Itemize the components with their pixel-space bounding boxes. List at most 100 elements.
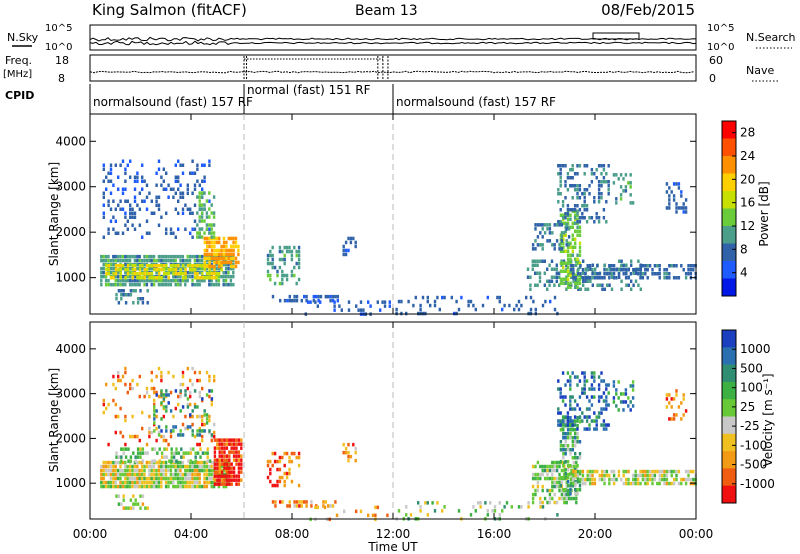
- scatter-cell: [574, 428, 577, 432]
- scatter-cell: [128, 468, 132, 473]
- scatter-cell: [631, 380, 635, 384]
- scatter-cell: [176, 472, 180, 477]
- scatter-cell: [193, 476, 197, 481]
- scatter-cell: [567, 488, 571, 493]
- scatter-cell: [193, 484, 197, 489]
- scatter-cell: [566, 468, 570, 472]
- scatter-cell: [126, 278, 129, 283]
- scatter-cell: [210, 476, 213, 481]
- scatter-cell: [288, 249, 291, 254]
- scatter-cell: [531, 259, 534, 263]
- scatter-cell: [208, 480, 211, 485]
- scatter-cell: [179, 476, 182, 481]
- scatter-cell: [193, 370, 197, 375]
- scatter-cell: [100, 258, 103, 263]
- scatter-cell: [134, 498, 137, 502]
- scatter-cell: [100, 468, 103, 473]
- scatter-cell: [155, 270, 158, 275]
- scatter-cell: [136, 272, 139, 276]
- scatter-cell: [557, 407, 560, 411]
- scatter-cell: [405, 505, 408, 509]
- scatter-cell: [120, 447, 123, 451]
- scatter-cell: [610, 477, 613, 482]
- scatter-cell: [605, 395, 608, 399]
- scatter-cell: [114, 402, 117, 407]
- scatter-cell: [603, 287, 606, 291]
- scatter-cell: [565, 496, 568, 501]
- scatter-cell: [128, 274, 132, 279]
- scatter-cell: [672, 477, 676, 482]
- scatter-cell: [297, 245, 301, 250]
- scatter-cell: [218, 470, 221, 474]
- scatter-cell: [107, 484, 110, 489]
- scatter-cell: [172, 429, 175, 433]
- scatter-cell: [534, 271, 537, 275]
- scatter-cell: [140, 476, 144, 481]
- scatter-cell: [105, 264, 108, 268]
- scatter-cell: [538, 279, 542, 283]
- scatter-cell: [107, 258, 110, 263]
- scatter-cell: [293, 500, 296, 504]
- scatter-cell: [591, 283, 594, 287]
- scatter-cell: [136, 301, 140, 305]
- scatter-cell: [576, 456, 579, 460]
- scatter-cell: [144, 451, 147, 455]
- scatter-cell: [578, 229, 582, 233]
- velocity-colorbar-tick-label: -25: [740, 419, 760, 433]
- scatter-cell: [174, 191, 177, 195]
- scatter-cell: [205, 464, 209, 469]
- scatter-cell: [600, 473, 604, 478]
- scatter-cell: [585, 415, 589, 419]
- scatter-cell: [566, 460, 570, 464]
- scatter-cell: [590, 180, 594, 184]
- scatter-cell: [196, 378, 199, 383]
- scatter-cell: [569, 436, 572, 440]
- scatter-cell: [181, 460, 185, 465]
- scatter-cell: [198, 276, 202, 280]
- scatter-cell: [189, 378, 192, 383]
- scatter-cell: [102, 472, 105, 477]
- scatter-cell: [167, 282, 170, 287]
- scatter-cell: [541, 488, 544, 493]
- scatter-cell: [198, 460, 201, 465]
- scatter-cell: [602, 407, 606, 411]
- scatter-cell: [179, 472, 182, 477]
- scatter-cell: [203, 276, 206, 280]
- scatter-cell: [102, 163, 105, 167]
- scatter-cell: [128, 254, 132, 259]
- scatter-cell: [172, 254, 175, 259]
- scatter-cell: [102, 211, 105, 215]
- scatter-cell: [152, 278, 156, 283]
- x-tick-label: 00:00: [73, 527, 108, 541]
- scatter-cell: [203, 203, 206, 207]
- scatter-cell: [590, 216, 594, 220]
- scatter-cell: [534, 472, 537, 477]
- scatter-cell: [191, 227, 194, 231]
- scatter-cell: [590, 403, 594, 407]
- scatter-cell: [210, 211, 213, 215]
- scatter-cell: [333, 304, 336, 308]
- scatter-cell: [472, 303, 475, 308]
- scatter-cell: [322, 500, 325, 504]
- scatter-cell: [571, 196, 574, 200]
- scatter-cell: [558, 275, 561, 279]
- scatter-cell: [200, 203, 204, 207]
- scatter-cell: [119, 406, 122, 411]
- scatter-cell: [213, 434, 216, 439]
- scatter-cell: [117, 414, 120, 419]
- scatter-cell: [316, 304, 319, 308]
- scatter-cell: [222, 468, 225, 473]
- scatter-cell: [136, 175, 139, 179]
- scatter-cell: [558, 243, 561, 247]
- scatter-cell: [624, 189, 628, 193]
- scatter-cell: [192, 447, 195, 451]
- scatter-cell: [665, 469, 669, 474]
- scatter-cell: [576, 424, 579, 428]
- scatter-cell: [210, 266, 213, 271]
- scatter-cell: [105, 187, 108, 191]
- scatter-cell: [215, 276, 218, 280]
- scatter-cell: [622, 481, 625, 486]
- scatter-cell: [229, 274, 233, 279]
- scatter-cell: [305, 294, 308, 299]
- scatter-cell: [534, 492, 537, 497]
